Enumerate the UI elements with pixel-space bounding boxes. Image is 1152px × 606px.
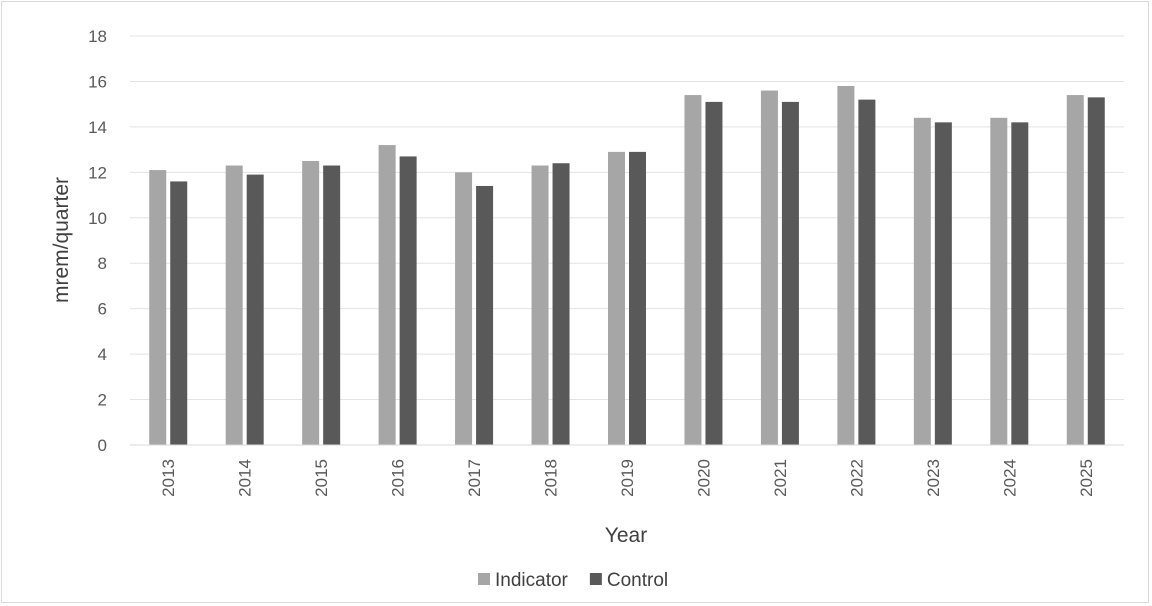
x-tick-label: 2015 xyxy=(312,459,331,497)
bar-indicator-2015 xyxy=(302,160,320,445)
bar-indicator-2019 xyxy=(608,151,625,445)
bar-indicator-2023 xyxy=(913,117,931,446)
legend-swatch-indicator xyxy=(478,573,490,585)
bar-control-2022 xyxy=(858,99,876,445)
y-axis-title: mrem/quarter xyxy=(50,177,73,303)
bar-indicator-2024 xyxy=(990,117,1008,446)
y-axis-ticks: 0 2 4 6 8 10 12 14 16 18 xyxy=(88,27,107,455)
bar-control-2013 xyxy=(170,181,188,445)
bar-indicator-2018 xyxy=(531,165,549,445)
y-tick-label: 8 xyxy=(98,254,107,273)
x-tick-label: 2023 xyxy=(924,459,943,497)
bar-indicator-2013 xyxy=(149,170,167,446)
bar-control-2023 xyxy=(934,122,952,445)
legend: Indicator Control xyxy=(478,570,668,591)
y-tick-label: 2 xyxy=(98,391,107,410)
legend-label-control: Control xyxy=(607,570,668,591)
legend-label-indicator: Indicator xyxy=(495,570,569,591)
bar-control-2019 xyxy=(629,151,646,445)
x-tick-label: 2014 xyxy=(236,459,255,497)
bar-indicator-2025 xyxy=(1066,95,1084,446)
bar-indicator-2017 xyxy=(455,172,473,446)
legend-swatch-control xyxy=(589,573,602,585)
x-tick-label: 2022 xyxy=(847,459,866,497)
x-tick-label: 2020 xyxy=(694,459,713,497)
y-tick-label: 16 xyxy=(88,72,107,91)
bar-control-2016 xyxy=(399,156,417,445)
y-tick-label: 0 xyxy=(98,436,107,455)
bar-control-2015 xyxy=(323,165,341,445)
y-tick-label: 18 xyxy=(88,27,107,46)
bar-control-2017 xyxy=(476,185,494,445)
gridlines xyxy=(130,35,1124,401)
x-axis-title: Year xyxy=(605,524,647,547)
bar-indicator-2021 xyxy=(760,90,778,446)
bar-indicator-2020 xyxy=(684,95,702,446)
x-axis-ticks: 2013 2014 2015 2016 2017 2018 2019 2020 2021 2022… xyxy=(159,459,1096,497)
bar-indicator-2014 xyxy=(225,165,243,445)
y-tick-label: 10 xyxy=(88,209,107,228)
bar-control-2018 xyxy=(552,163,570,445)
y-tick-label: 14 xyxy=(88,118,107,137)
x-tick-label: 2016 xyxy=(389,459,408,497)
bar-control-2024 xyxy=(1011,122,1029,445)
x-tick-label: 2019 xyxy=(618,459,637,497)
x-tick-label: 2025 xyxy=(1077,459,1096,497)
bar-control-2021 xyxy=(781,101,799,446)
bar-indicator-2022 xyxy=(837,85,855,445)
bar-control-2025 xyxy=(1087,97,1105,445)
x-tick-label: 2017 xyxy=(465,459,484,497)
y-tick-label: 6 xyxy=(98,300,107,319)
bar-control-2020 xyxy=(705,101,723,446)
bars xyxy=(149,85,1105,446)
x-tick-label: 2013 xyxy=(159,459,178,497)
bar-control-2014 xyxy=(246,174,264,445)
x-tick-label: 2018 xyxy=(542,459,561,497)
y-tick-label: 4 xyxy=(98,345,107,364)
x-tick-label: 2024 xyxy=(1000,459,1019,497)
y-tick-label: 12 xyxy=(88,163,107,182)
x-tick-label: 2021 xyxy=(771,459,790,497)
bar-indicator-2016 xyxy=(378,145,396,446)
